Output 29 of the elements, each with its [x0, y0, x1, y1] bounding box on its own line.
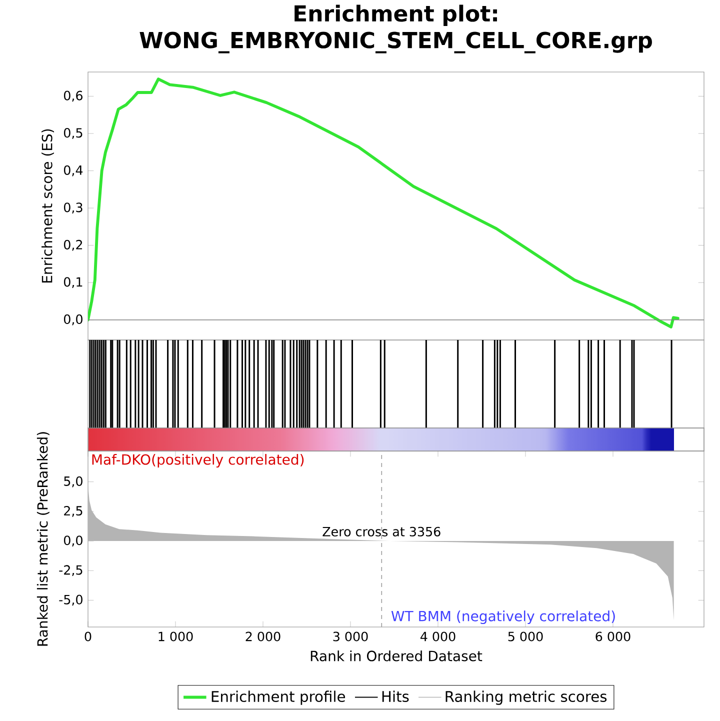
annotation: WT BMM (negatively correlated) [391, 610, 615, 624]
x-tick-label: 6 000 [596, 632, 630, 642]
y-tick-label: 0,3 [64, 202, 82, 214]
y-axis-title: Enrichment score (ES) [42, 129, 54, 282]
y-tick-label: 0,0 [64, 314, 82, 326]
y-tick-label: 0,1 [64, 277, 82, 288]
y-tick-label: 0,0 [64, 536, 82, 546]
x-axis-title: Rank in Ordered Dataset [310, 650, 482, 662]
text: Hits [382, 690, 409, 702]
x-tick-label: 2 000 [246, 632, 280, 642]
x-tick-label: 1 000 [158, 632, 193, 642]
x-tick-label: 5 000 [508, 632, 543, 642]
annotation: Maf-DKO(positively correlated) [92, 454, 304, 468]
y-tick-label: 0,2 [64, 240, 82, 251]
y-axis-title: Ranked list metric (PreRanked) [36, 432, 50, 646]
x-tick-label: 0 [84, 632, 92, 642]
x-tick-label: 4 000 [420, 632, 456, 642]
y-tick-label: 2,5 [64, 506, 82, 517]
ref-line-label: Zero cross at 3356 [322, 526, 440, 536]
y-tick-label: 0,4 [64, 165, 83, 176]
x-tick-label: 3 000 [333, 632, 368, 642]
y-tick-label: -5,0 [59, 594, 82, 606]
y-tick-label: 0,5 [64, 128, 82, 139]
text: Enrichment profile [212, 690, 346, 705]
chart-title: Enrichment plot: WONG_EMBRYONIC_STEM_CELL_CORE.grp [140, 4, 652, 54]
y-tick-label: 0,6 [64, 90, 82, 102]
y-tick-label: -2,5 [59, 565, 82, 576]
y-tick-label: 5,0 [64, 476, 82, 488]
legend-label: Ranking metric scores [446, 690, 607, 705]
